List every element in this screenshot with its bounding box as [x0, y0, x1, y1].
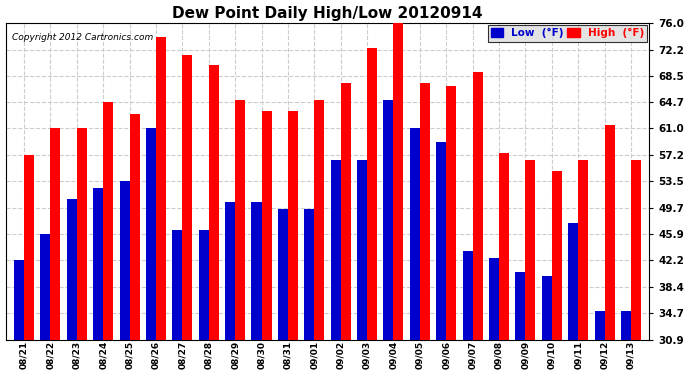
- Legend: Low  (°F), High  (°F): Low (°F), High (°F): [488, 25, 647, 42]
- Bar: [251, 202, 262, 340]
- Bar: [515, 272, 525, 340]
- Bar: [578, 160, 588, 340]
- Bar: [146, 129, 156, 340]
- Bar: [93, 188, 104, 340]
- Bar: [24, 155, 34, 340]
- Bar: [604, 125, 615, 340]
- Bar: [525, 160, 535, 340]
- Bar: [384, 100, 393, 340]
- Bar: [552, 171, 562, 340]
- Bar: [436, 142, 446, 340]
- Bar: [542, 276, 552, 340]
- Bar: [595, 311, 604, 340]
- Bar: [331, 160, 341, 340]
- Text: Copyright 2012 Cartronics.com: Copyright 2012 Cartronics.com: [12, 33, 153, 42]
- Bar: [67, 199, 77, 340]
- Bar: [288, 111, 298, 340]
- Bar: [304, 209, 314, 340]
- Bar: [341, 83, 351, 340]
- Bar: [393, 20, 404, 340]
- Bar: [14, 261, 24, 340]
- Bar: [631, 160, 641, 340]
- Bar: [130, 114, 139, 340]
- Bar: [357, 160, 367, 340]
- Bar: [41, 234, 50, 340]
- Bar: [235, 100, 245, 340]
- Bar: [199, 230, 209, 340]
- Bar: [182, 55, 193, 340]
- Bar: [489, 258, 499, 340]
- Bar: [499, 153, 509, 340]
- Bar: [462, 251, 473, 340]
- Bar: [172, 230, 182, 340]
- Bar: [104, 102, 113, 340]
- Bar: [568, 223, 578, 340]
- Bar: [77, 129, 87, 340]
- Bar: [314, 100, 324, 340]
- Bar: [209, 65, 219, 340]
- Bar: [473, 72, 482, 340]
- Title: Dew Point Daily High/Low 20120914: Dew Point Daily High/Low 20120914: [172, 6, 483, 21]
- Bar: [225, 202, 235, 340]
- Bar: [446, 86, 456, 340]
- Bar: [156, 37, 166, 340]
- Bar: [278, 209, 288, 340]
- Bar: [621, 311, 631, 340]
- Bar: [410, 129, 420, 340]
- Bar: [367, 48, 377, 340]
- Bar: [420, 83, 430, 340]
- Bar: [50, 129, 61, 340]
- Bar: [262, 111, 272, 340]
- Bar: [119, 181, 130, 340]
